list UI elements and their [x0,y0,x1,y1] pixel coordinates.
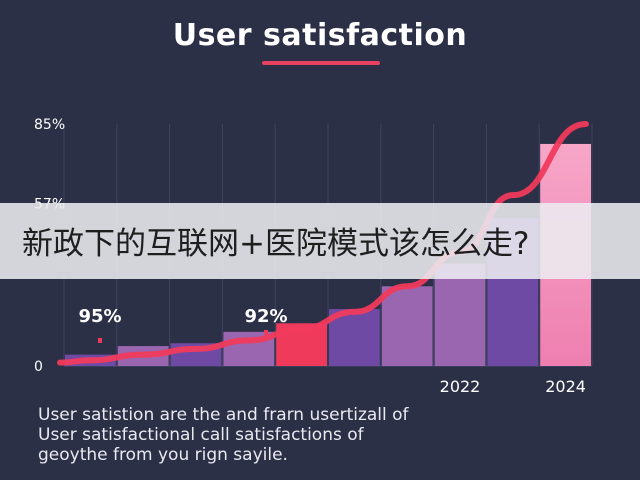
y-tick-label: 0 [34,359,43,375]
chart-caption: User satistion are the and frarn usertiz… [38,405,618,465]
overlay-banner [0,203,640,279]
data-label: 95% [78,306,121,327]
x-tick-label: 2022 [440,377,481,396]
data-label-marker [264,330,268,335]
data-label-marker [98,338,102,343]
overlay-banner-text: 新政下的互联网+医院模式该怎么走? [22,226,530,262]
y-tick-label: 85% [34,117,65,133]
caption-line: User satisfactional call satisfactions o… [38,425,364,445]
caption-line: geoythe from you rign sayile. [38,445,288,465]
chart-title: User satisfaction [172,18,468,53]
bar [381,286,433,366]
title-underline [262,61,380,65]
caption-line: User satistion are the and frarn usertiz… [38,405,409,425]
data-label: 92% [244,306,287,327]
x-tick-label: 2024 [545,377,586,396]
bar [329,309,380,366]
bar [434,263,486,366]
